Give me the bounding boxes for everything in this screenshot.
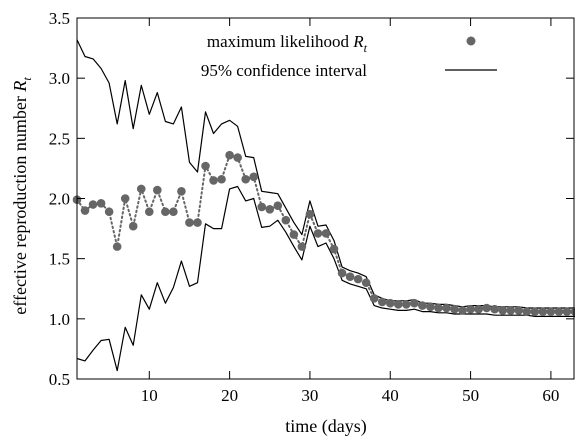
- ml-point: [345, 272, 355, 282]
- ml-point: [418, 301, 427, 310]
- y-tick-label: 2.0: [49, 190, 70, 209]
- ml-point: [169, 207, 178, 217]
- x-tick-label: 30: [301, 386, 318, 405]
- x-tick-label: 40: [382, 386, 399, 405]
- ml-point: [177, 186, 186, 196]
- ml-point: [337, 268, 347, 278]
- ml-point: [393, 300, 403, 309]
- ml-point: [410, 298, 419, 308]
- ml-point: [201, 161, 210, 171]
- y-axis-title: effective reproduction number Rt: [10, 77, 34, 315]
- ci-lower-line: [76, 185, 575, 372]
- ml-point: [402, 300, 411, 309]
- ml-point: [281, 215, 291, 225]
- ml-point: [562, 307, 572, 316]
- ml-point: [514, 306, 524, 315]
- x-axis-title: time (days): [285, 416, 366, 437]
- ml-point: [273, 201, 283, 211]
- ml-point: [466, 304, 475, 314]
- ml-point: [450, 304, 459, 314]
- legend-marker-ml: [466, 36, 476, 46]
- ml-point: [193, 218, 202, 227]
- ml-point: [209, 176, 218, 185]
- ml-point: [369, 294, 379, 303]
- ml-point: [225, 150, 234, 160]
- x-tick-label: 10: [141, 386, 158, 405]
- ml-point: [458, 306, 467, 315]
- ml-point: [257, 202, 267, 212]
- ml-point: [289, 230, 299, 239]
- ml-point: [321, 229, 331, 238]
- ml-point: [136, 184, 146, 194]
- ml-point: [474, 304, 483, 314]
- ml-point: [305, 209, 315, 219]
- ml-point: [128, 221, 138, 231]
- y-tick-label: 1.0: [49, 310, 70, 329]
- ml-point: [88, 200, 98, 209]
- ml-point: [546, 307, 556, 316]
- ml-point: [241, 174, 250, 184]
- ml-point: [522, 307, 532, 316]
- legend-label-ml: maximum likelihood Rt: [207, 32, 368, 55]
- legend-label-ci: 95% confidence interval: [201, 61, 367, 80]
- ml-point: [361, 278, 371, 288]
- y-tick-label: 3.0: [49, 69, 70, 88]
- ml-point: [329, 244, 339, 254]
- plot-area: [72, 39, 575, 372]
- ml-point: [506, 306, 516, 315]
- ml-point: [442, 303, 451, 313]
- axes: 10 20 30 40 50 60 0.5 1.0 1.5 2.0 2.5 3.0 3.5: [49, 9, 575, 405]
- ml-point: [96, 199, 106, 208]
- ml-point: [434, 303, 443, 313]
- ml-point: [490, 304, 499, 314]
- x-tick-label: 20: [221, 386, 238, 405]
- legend: maximum likelihood Rt 95% confidence int…: [201, 32, 497, 80]
- ml-point: [498, 306, 508, 315]
- x-tick-label: 50: [462, 386, 479, 405]
- ml-point: [185, 218, 194, 227]
- ml-point: [153, 185, 162, 195]
- ml-point: [554, 307, 564, 316]
- y-tick-label: 1.5: [49, 250, 70, 269]
- ml-point: [265, 205, 275, 214]
- ml-point: [377, 297, 387, 307]
- ml-point: [538, 307, 548, 316]
- ml-point: [120, 194, 130, 203]
- ml-point: [482, 303, 491, 313]
- ml-point: [385, 298, 395, 308]
- ml-point: [426, 302, 435, 312]
- y-tick-label: 3.5: [49, 9, 70, 28]
- ml-point: [161, 207, 170, 217]
- ml-point: [144, 207, 154, 217]
- ml-point: [217, 174, 226, 184]
- ml-point: [233, 153, 242, 162]
- ml-point: [80, 206, 90, 215]
- y-tick-label: 0.5: [49, 370, 70, 389]
- x-tick-label: 60: [542, 386, 559, 405]
- ml-point: [313, 229, 323, 238]
- ml-point: [353, 274, 363, 284]
- ml-point: [297, 242, 307, 251]
- ml-point: [249, 172, 259, 182]
- ml-point: [530, 307, 540, 316]
- ml-point: [104, 207, 114, 217]
- y-tick-label: 2.5: [49, 129, 70, 148]
- ml-point: [112, 242, 122, 251]
